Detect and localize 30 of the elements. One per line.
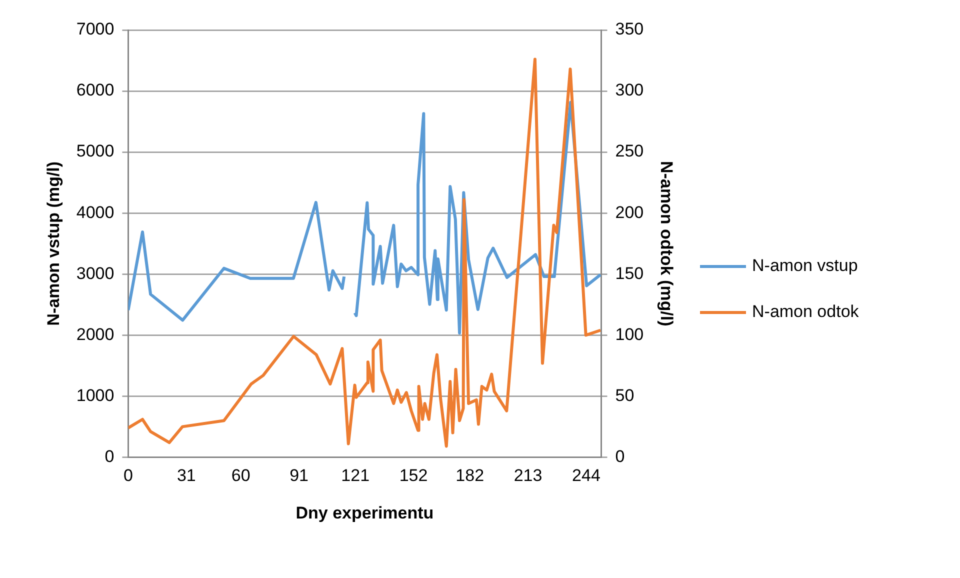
y-axis-title: N-amon vstup (mg/l) <box>44 161 63 326</box>
x-tick-label: 31 <box>176 466 196 486</box>
y-tick-label: 4000 <box>76 202 114 222</box>
y-tick-label: 1000 <box>76 386 114 405</box>
y2-tick-label: 50 <box>615 386 634 405</box>
y2-tick-label: 150 <box>615 264 644 283</box>
y-tick-label: 6000 <box>76 80 114 100</box>
x-tick-label: 121 <box>341 466 370 486</box>
x-tick-label: 244 <box>572 466 600 486</box>
x-tick-label: 91 <box>290 466 308 486</box>
y-tick-label: 7000 <box>76 20 114 39</box>
x-tick-label: 152 <box>399 466 428 486</box>
y-tick-label: 5000 <box>76 142 114 161</box>
x-tick-label: 60 <box>231 466 250 486</box>
y2-axis-title: N-amon odtok (mg/l) <box>657 160 676 326</box>
y2-tick-label: 350 <box>615 20 644 39</box>
x-tick-label: 182 <box>456 466 484 486</box>
y-tick-label: 2000 <box>76 324 114 344</box>
legend-label: N-amon odtok <box>752 302 859 322</box>
y-tick-label: 0 <box>104 446 114 466</box>
x-tick-label: 213 <box>514 466 542 486</box>
x-axis-title: Dny experimentu <box>296 503 434 522</box>
y2-tick-label: 200 <box>615 202 644 222</box>
y2-tick-label: 300 <box>615 80 644 100</box>
y2-tick-label: 0 <box>615 446 625 466</box>
y2-tick-label: 100 <box>615 324 644 344</box>
y2-tick-label: 250 <box>615 142 644 161</box>
x-tick-label: 0 <box>123 466 133 486</box>
y-tick-label: 3000 <box>76 264 114 283</box>
legend-label: N-amon vstup <box>752 256 858 276</box>
